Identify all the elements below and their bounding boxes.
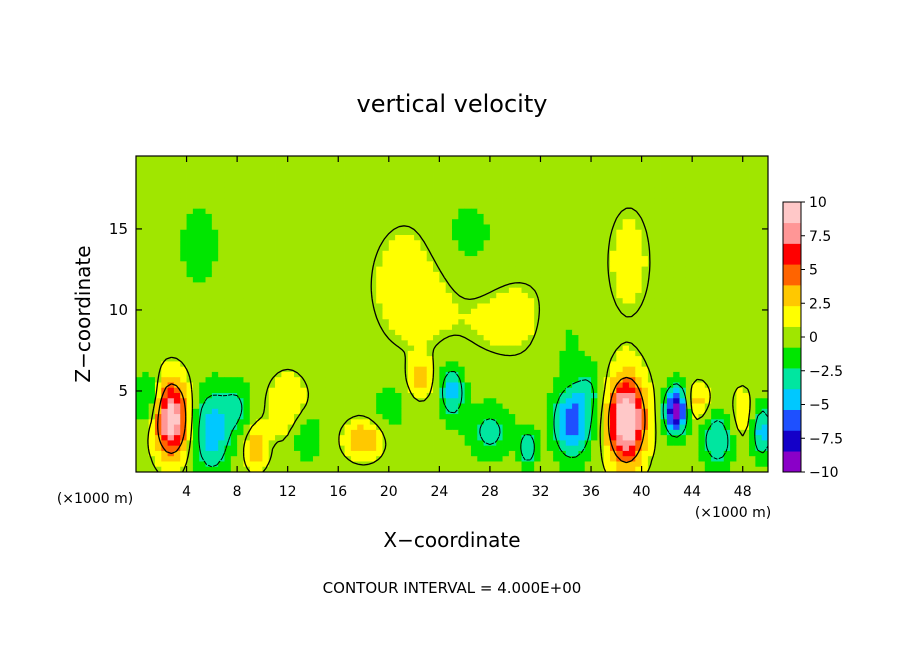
x-axis-label: X−coordinate — [383, 528, 520, 552]
velocity-field — [136, 156, 768, 472]
x-tick-label: 32 — [532, 484, 550, 500]
colorbar-tick-label: 5 — [809, 263, 818, 279]
colorbar-tick-label: 0 — [809, 330, 818, 346]
chart-title: vertical velocity — [357, 90, 548, 118]
x-tick-label: 48 — [734, 484, 752, 500]
x-tick-label: 36 — [582, 484, 600, 500]
colorbar-swatch — [783, 285, 801, 307]
colorbar-tick-label: 7.5 — [809, 229, 831, 245]
y-axis-label: Z−coordinate — [71, 245, 95, 382]
x-tick-label: 40 — [633, 484, 651, 500]
y-tick-label: 5 — [118, 382, 128, 400]
colorbar-swatch — [783, 222, 801, 244]
x-tick-label: 44 — [683, 484, 701, 500]
x-tick-label: 8 — [233, 484, 242, 500]
colorbar-swatch — [783, 451, 801, 473]
x-unit-left: (×1000 m) — [57, 491, 133, 507]
colorbar-swatch — [783, 388, 801, 410]
x-tick-label: 4 — [182, 484, 191, 500]
contour-line-positive — [147, 207, 751, 472]
colorbar-swatch — [783, 202, 801, 224]
colorbar-swatch — [783, 347, 801, 369]
colorbar-swatch — [783, 305, 801, 327]
plot-frame — [135, 155, 769, 473]
contour-interval-note: CONTOUR INTERVAL = 4.000E+00 — [323, 579, 582, 597]
zero-contour-lines — [147, 207, 768, 472]
colorbar-swatch — [783, 409, 801, 431]
colorbar-tick-label: −7.5 — [809, 431, 843, 447]
colorbar: 10 7.5 5 2.5 0 −2.5 −5 −7.5 −10 — [782, 195, 843, 481]
y-axis-ticks: 5 10 15 — [109, 220, 768, 400]
y-tick-label: 10 — [109, 301, 128, 319]
x-tick-label: 24 — [430, 484, 448, 500]
x-tick-label: 16 — [329, 484, 347, 500]
colorbar-swatch — [783, 243, 801, 265]
x-tick-label: 28 — [481, 484, 499, 500]
x-tick-label: 12 — [279, 484, 297, 500]
x-axis-ticks: 4 8 12 16 20 24 28 32 36 40 44 48 — [182, 156, 752, 500]
contour-line-strong — [157, 376, 646, 464]
colorbar-swatch — [783, 368, 801, 390]
x-unit-right: (×1000 m) — [695, 505, 771, 521]
colorbar-swatch — [783, 430, 801, 452]
colorbar-swatch — [783, 264, 801, 286]
colorbar-swatch — [783, 326, 801, 348]
colorbar-tick-label: −2.5 — [809, 364, 843, 380]
y-tick-label: 15 — [109, 220, 128, 238]
x-tick-label: 20 — [380, 484, 398, 500]
colorbar-tick-label: −10 — [809, 465, 839, 481]
colorbar-tick-label: 10 — [809, 195, 827, 211]
colorbar-tick-label: 2.5 — [809, 296, 831, 312]
colorbar-tick-label: −5 — [809, 398, 830, 414]
contour-line-negative — [198, 371, 768, 468]
